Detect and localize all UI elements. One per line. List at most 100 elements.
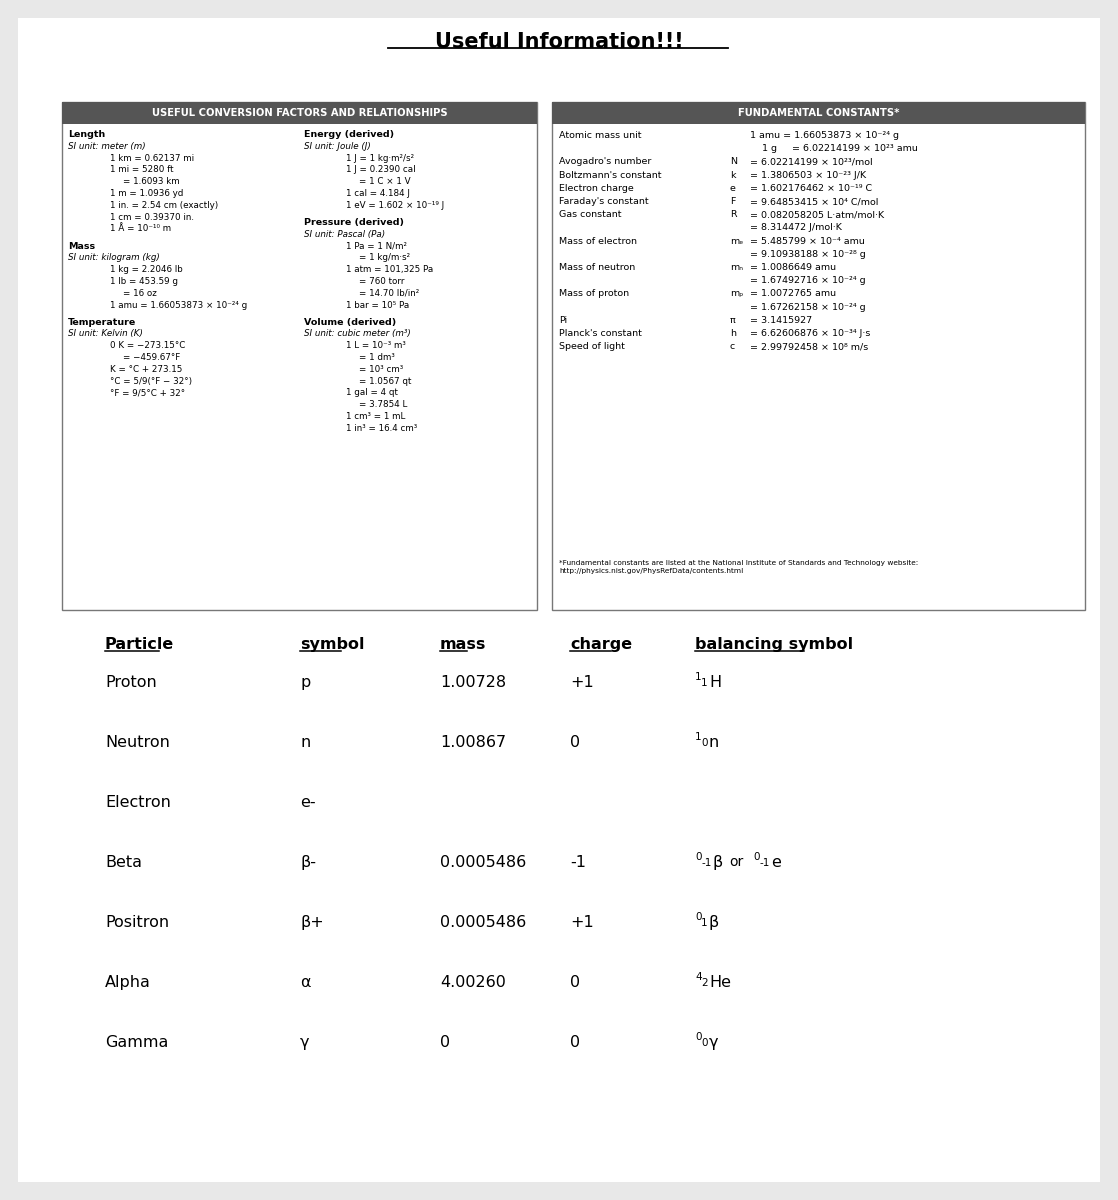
Text: 0: 0 xyxy=(695,912,701,922)
Text: -1: -1 xyxy=(701,858,711,868)
Text: n: n xyxy=(709,734,719,750)
Text: = 9.10938188 × 10⁻²⁸ g: = 9.10938188 × 10⁻²⁸ g xyxy=(750,250,865,259)
Text: Volume (derived): Volume (derived) xyxy=(304,318,396,326)
Text: Positron: Positron xyxy=(105,914,169,930)
Text: = 1.0086649 amu: = 1.0086649 amu xyxy=(750,263,836,272)
Text: 1 m = 1.0936 yd: 1 m = 1.0936 yd xyxy=(110,188,183,198)
Text: Temperature: Temperature xyxy=(68,318,136,326)
Text: Electron: Electron xyxy=(105,794,171,810)
Text: SI unit: cubic meter (m³): SI unit: cubic meter (m³) xyxy=(304,330,410,338)
Text: = 0.082058205 L·atm/mol·K: = 0.082058205 L·atm/mol·K xyxy=(750,210,884,220)
Text: 0: 0 xyxy=(701,1038,708,1048)
Text: 1 in³ = 16.4 cm³: 1 in³ = 16.4 cm³ xyxy=(345,424,417,433)
Text: 4: 4 xyxy=(695,972,702,982)
Text: = 5.485799 × 10⁻⁴ amu: = 5.485799 × 10⁻⁴ amu xyxy=(750,236,865,246)
Text: Mass of neutron: Mass of neutron xyxy=(559,263,635,272)
Text: +1: +1 xyxy=(570,674,594,690)
Text: = 1 C × 1 V: = 1 C × 1 V xyxy=(359,178,410,186)
Text: c: c xyxy=(730,342,736,352)
Text: 1 Pa = 1 N/m²: 1 Pa = 1 N/m² xyxy=(345,241,407,251)
Text: symbol: symbol xyxy=(300,637,364,652)
Text: 1.00728: 1.00728 xyxy=(440,674,506,690)
Text: = 1.67492716 × 10⁻²⁴ g: = 1.67492716 × 10⁻²⁴ g xyxy=(750,276,865,286)
Text: or: or xyxy=(729,854,743,869)
Text: γ: γ xyxy=(709,1034,719,1050)
Text: 0: 0 xyxy=(701,738,708,748)
Text: SI unit: Kelvin (K): SI unit: Kelvin (K) xyxy=(68,330,143,338)
Text: Beta: Beta xyxy=(105,854,142,870)
Text: H: H xyxy=(709,674,721,690)
Text: Alpha: Alpha xyxy=(105,974,151,990)
Text: k: k xyxy=(730,170,736,180)
Text: 1: 1 xyxy=(701,918,708,928)
Text: N: N xyxy=(730,157,737,167)
Text: Planck's constant: Planck's constant xyxy=(559,329,642,338)
Text: = 3.7854 L: = 3.7854 L xyxy=(359,401,407,409)
Text: +1: +1 xyxy=(570,914,594,930)
Text: e: e xyxy=(730,184,736,193)
Text: Length: Length xyxy=(68,130,105,139)
Text: SI unit: Joule (J): SI unit: Joule (J) xyxy=(304,142,371,151)
Text: 4.00260: 4.00260 xyxy=(440,974,505,990)
Text: Particle: Particle xyxy=(105,637,174,652)
Text: 1 bar = 10⁵ Pa: 1 bar = 10⁵ Pa xyxy=(345,300,409,310)
Text: 0 K = −273.15°C: 0 K = −273.15°C xyxy=(110,341,186,350)
Text: = 3.1415927: = 3.1415927 xyxy=(750,316,812,325)
Text: 0: 0 xyxy=(695,1032,701,1042)
Text: 1 gal = 4 qt: 1 gal = 4 qt xyxy=(345,389,398,397)
Text: = 1 dm³: = 1 dm³ xyxy=(359,353,395,362)
Text: SI unit: Pascal (Pa): SI unit: Pascal (Pa) xyxy=(304,229,385,239)
Text: Avogadro's number: Avogadro's number xyxy=(559,157,652,167)
Text: α: α xyxy=(300,974,311,990)
Text: 0.0005486: 0.0005486 xyxy=(440,854,527,870)
Text: 1 atm = 101,325 Pa: 1 atm = 101,325 Pa xyxy=(345,265,434,274)
Text: R: R xyxy=(730,210,737,220)
Text: charge: charge xyxy=(570,637,632,652)
Text: 1 cm³ = 1 mL: 1 cm³ = 1 mL xyxy=(345,412,406,421)
Text: = 16 oz: = 16 oz xyxy=(123,289,157,298)
Text: Speed of light: Speed of light xyxy=(559,342,625,352)
Text: = 1.67262158 × 10⁻²⁴ g: = 1.67262158 × 10⁻²⁴ g xyxy=(750,302,865,312)
Text: SI unit: kilogram (kg): SI unit: kilogram (kg) xyxy=(68,253,160,263)
Text: β: β xyxy=(709,914,719,930)
Text: 1: 1 xyxy=(695,732,702,742)
Text: β-: β- xyxy=(300,854,316,870)
Text: 1.00867: 1.00867 xyxy=(440,734,506,750)
Text: = 1 kg/m·s²: = 1 kg/m·s² xyxy=(359,253,410,263)
Text: 1: 1 xyxy=(695,672,702,682)
Text: = 1.0567 qt: = 1.0567 qt xyxy=(359,377,411,385)
Text: balancing symbol: balancing symbol xyxy=(695,637,853,652)
Text: β+: β+ xyxy=(300,914,324,930)
Text: 1 kg = 2.2046 lb: 1 kg = 2.2046 lb xyxy=(110,265,182,274)
Text: e-: e- xyxy=(300,794,315,810)
Text: 1 cal = 4.184 J: 1 cal = 4.184 J xyxy=(345,188,410,198)
Text: = 760 torr: = 760 torr xyxy=(359,277,405,286)
Text: = −459.67°F: = −459.67°F xyxy=(123,353,180,362)
FancyBboxPatch shape xyxy=(61,102,537,124)
Text: 0: 0 xyxy=(570,1034,580,1050)
Text: 1 L = 10⁻³ m³: 1 L = 10⁻³ m³ xyxy=(345,341,406,350)
Text: *Fundamental constants are listed at the National Institute of Standards and Tec: *Fundamental constants are listed at the… xyxy=(559,560,918,575)
Text: 2: 2 xyxy=(701,978,708,988)
Text: Boltzmann's constant: Boltzmann's constant xyxy=(559,170,662,180)
Text: 1 lb = 453.59 g: 1 lb = 453.59 g xyxy=(110,277,178,286)
Text: 1 Å = 10⁻¹⁰ m: 1 Å = 10⁻¹⁰ m xyxy=(110,224,171,233)
Text: = 1.3806503 × 10⁻²³ J/K: = 1.3806503 × 10⁻²³ J/K xyxy=(750,170,866,180)
Text: °C = 5/9(°F − 32°): °C = 5/9(°F − 32°) xyxy=(110,377,192,385)
Text: Mass: Mass xyxy=(68,241,95,251)
Text: -1: -1 xyxy=(570,854,586,870)
Text: Mass of proton: Mass of proton xyxy=(559,289,629,299)
Text: γ: γ xyxy=(300,1034,310,1050)
Text: Gamma: Gamma xyxy=(105,1034,169,1050)
Text: e: e xyxy=(771,854,780,870)
Text: mₚ: mₚ xyxy=(730,289,743,299)
Text: mₙ: mₙ xyxy=(730,263,743,272)
Text: 1 amu = 1.66053873 × 10⁻²⁴ g: 1 amu = 1.66053873 × 10⁻²⁴ g xyxy=(110,300,247,310)
Text: mass: mass xyxy=(440,637,486,652)
Text: p: p xyxy=(300,674,311,690)
Text: 1 eV = 1.602 × 10⁻¹⁹ J: 1 eV = 1.602 × 10⁻¹⁹ J xyxy=(345,200,444,210)
Text: F: F xyxy=(730,197,736,206)
Text: = 6.62606876 × 10⁻³⁴ J·s: = 6.62606876 × 10⁻³⁴ J·s xyxy=(750,329,871,338)
Text: 1 amu = 1.66053873 × 10⁻²⁴ g: 1 amu = 1.66053873 × 10⁻²⁴ g xyxy=(750,131,899,140)
Text: = 10³ cm³: = 10³ cm³ xyxy=(359,365,404,374)
